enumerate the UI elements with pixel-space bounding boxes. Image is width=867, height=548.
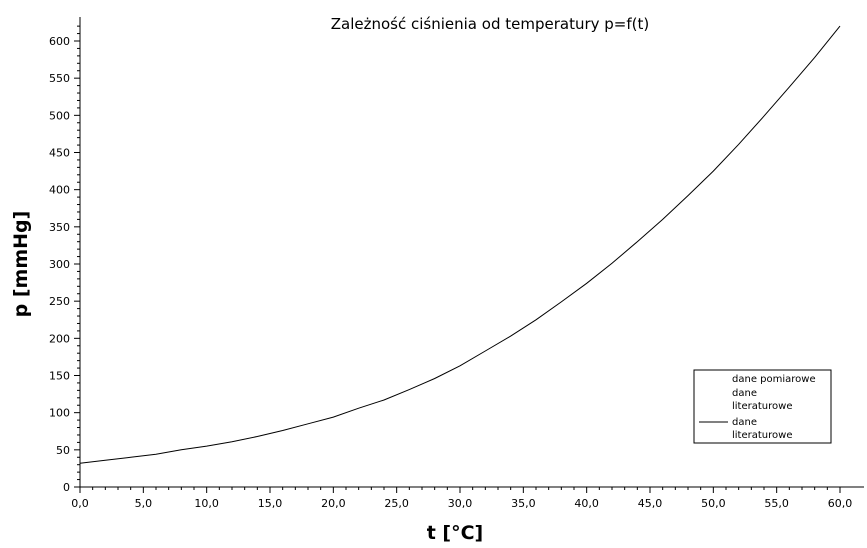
y-tick-label: 0	[63, 481, 70, 494]
x-tick-label: 45,0	[638, 497, 663, 510]
legend-entry-2-line-1: dane	[732, 388, 757, 399]
x-tick-label: 50,0	[701, 497, 726, 510]
y-tick-label: 100	[49, 407, 70, 420]
y-tick-label: 300	[49, 258, 70, 271]
y-tick-label: 550	[49, 72, 70, 85]
x-tick-label: 30,0	[448, 497, 473, 510]
y-tick-label: 600	[49, 35, 70, 48]
x-tick-label: 5,0	[135, 497, 153, 510]
x-axis-label: t [°C]	[427, 522, 484, 544]
y-axis-label: p [mmHg]	[10, 211, 32, 318]
y-tick-label: 450	[49, 147, 70, 160]
chart-title: Zależność ciśnienia od temperatury p=f(t…	[331, 15, 649, 33]
series-line-1	[79, 25, 841, 464]
y-tick-label: 50	[56, 444, 70, 457]
x-ticks: 0,0 5,0 10,0 15,0 20,0 25,0 30,0 35,0 40,0 45,0 50…	[71, 487, 852, 510]
y-tick-label: 200	[49, 332, 70, 345]
y-tick-label: 150	[49, 370, 70, 383]
y-tick-label: 250	[49, 295, 70, 308]
x-tick-label: 40,0	[574, 497, 599, 510]
y-tick-label: 400	[49, 184, 70, 197]
x-tick-label: 10,0	[194, 497, 219, 510]
x-tick-label: 35,0	[511, 497, 536, 510]
x-tick-label: 55,0	[764, 497, 789, 510]
legend-entry-2-line-2: literaturowe	[732, 401, 792, 412]
x-tick-label: 15,0	[258, 497, 283, 510]
x-tick-label: 20,0	[321, 497, 346, 510]
x-tick-label: 0,0	[71, 497, 89, 510]
x-tick-label: 60,0	[828, 497, 853, 510]
legend-box	[693, 369, 832, 444]
legend: dane pomiarowe dane literaturowe dane li…	[693, 369, 832, 444]
y-ticks: 0 50 100 150 200 250 300 350 400 450 500 550 600	[49, 25, 80, 494]
y-tick-label: 500	[49, 109, 70, 122]
legend-entry-3-line-2: literaturowe	[732, 430, 792, 441]
x-tick-label: 25,0	[384, 497, 409, 510]
series-layer	[79, 25, 841, 464]
y-tick-label: 350	[49, 221, 70, 234]
legend-entry-3-line-1: dane	[732, 417, 757, 428]
legend-entry-1-line-1: dane pomiarowe	[732, 374, 816, 385]
